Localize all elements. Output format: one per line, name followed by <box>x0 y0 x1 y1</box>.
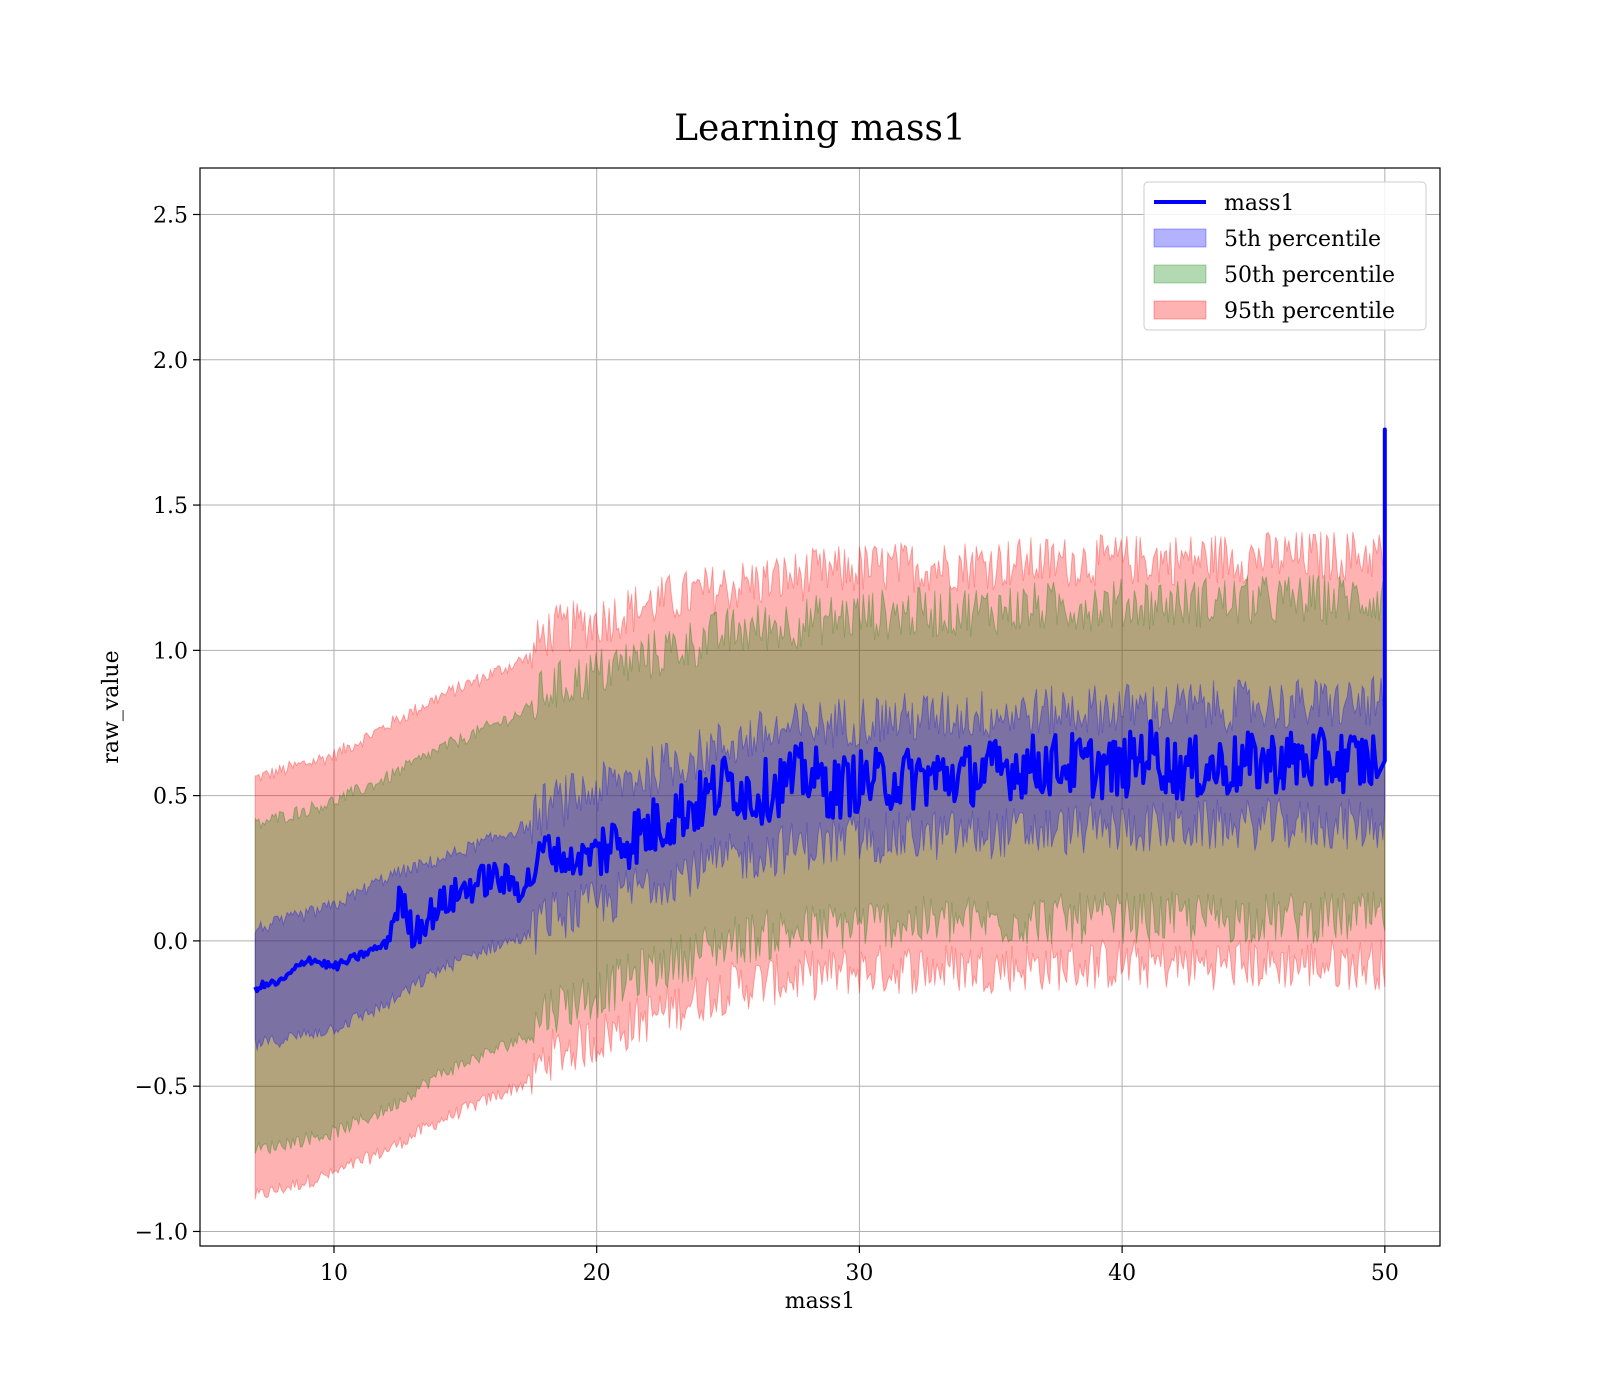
y-axis-title: raw_value <box>99 650 124 763</box>
x-tick-label: 10 <box>320 1261 348 1286</box>
legend-label-50th-percentile: 50th percentile <box>1224 263 1395 288</box>
y-tick-label: 2.5 <box>153 203 188 228</box>
legend-label-95th-percentile: 95th percentile <box>1224 299 1395 324</box>
y-tick-label: 1.0 <box>153 639 188 664</box>
legend-swatch-95th-percentile <box>1153 300 1207 320</box>
y-tick-label: 2.0 <box>153 349 188 374</box>
legend-box <box>1143 181 1427 331</box>
legend-label-5th-percentile: 5th percentile <box>1224 227 1381 252</box>
chart-title: Learning mass1 <box>674 108 966 149</box>
x-tick-label: 20 <box>583 1261 611 1286</box>
legend-swatch-50th-percentile <box>1153 264 1207 284</box>
band-95th-percentile <box>254 531 1386 1200</box>
y-tick-label: 1.5 <box>153 494 188 519</box>
legend-label-mass1: mass1 <box>1224 191 1295 216</box>
legend: mass1 5th percentile 50th percentile 95th p… <box>1143 181 1427 331</box>
x-tick-label: 40 <box>1108 1261 1136 1286</box>
line-mass1 <box>253 427 1387 994</box>
x-tick-label: 30 <box>845 1261 873 1286</box>
y-tick-label: −0.5 <box>135 1075 188 1100</box>
percentile-bands <box>254 531 1386 1200</box>
y-axis-ticks: −1.0 −0.5 0.0 0.5 1.0 1.5 2.0 2.5 <box>135 203 200 1245</box>
y-tick-label: 0.5 <box>153 785 188 810</box>
legend-swatch-5th-percentile <box>1153 228 1207 248</box>
series-lines <box>253 427 1387 994</box>
x-axis-title: mass1 <box>785 1289 856 1314</box>
x-axis-ticks: 10 20 30 40 50 <box>320 1246 1399 1286</box>
y-tick-label: −1.0 <box>135 1220 188 1245</box>
x-tick-label: 50 <box>1371 1261 1399 1286</box>
y-tick-label: 0.0 <box>153 930 188 955</box>
plot-frame <box>199 167 1441 1247</box>
band-50th-percentile <box>254 574 1386 1155</box>
